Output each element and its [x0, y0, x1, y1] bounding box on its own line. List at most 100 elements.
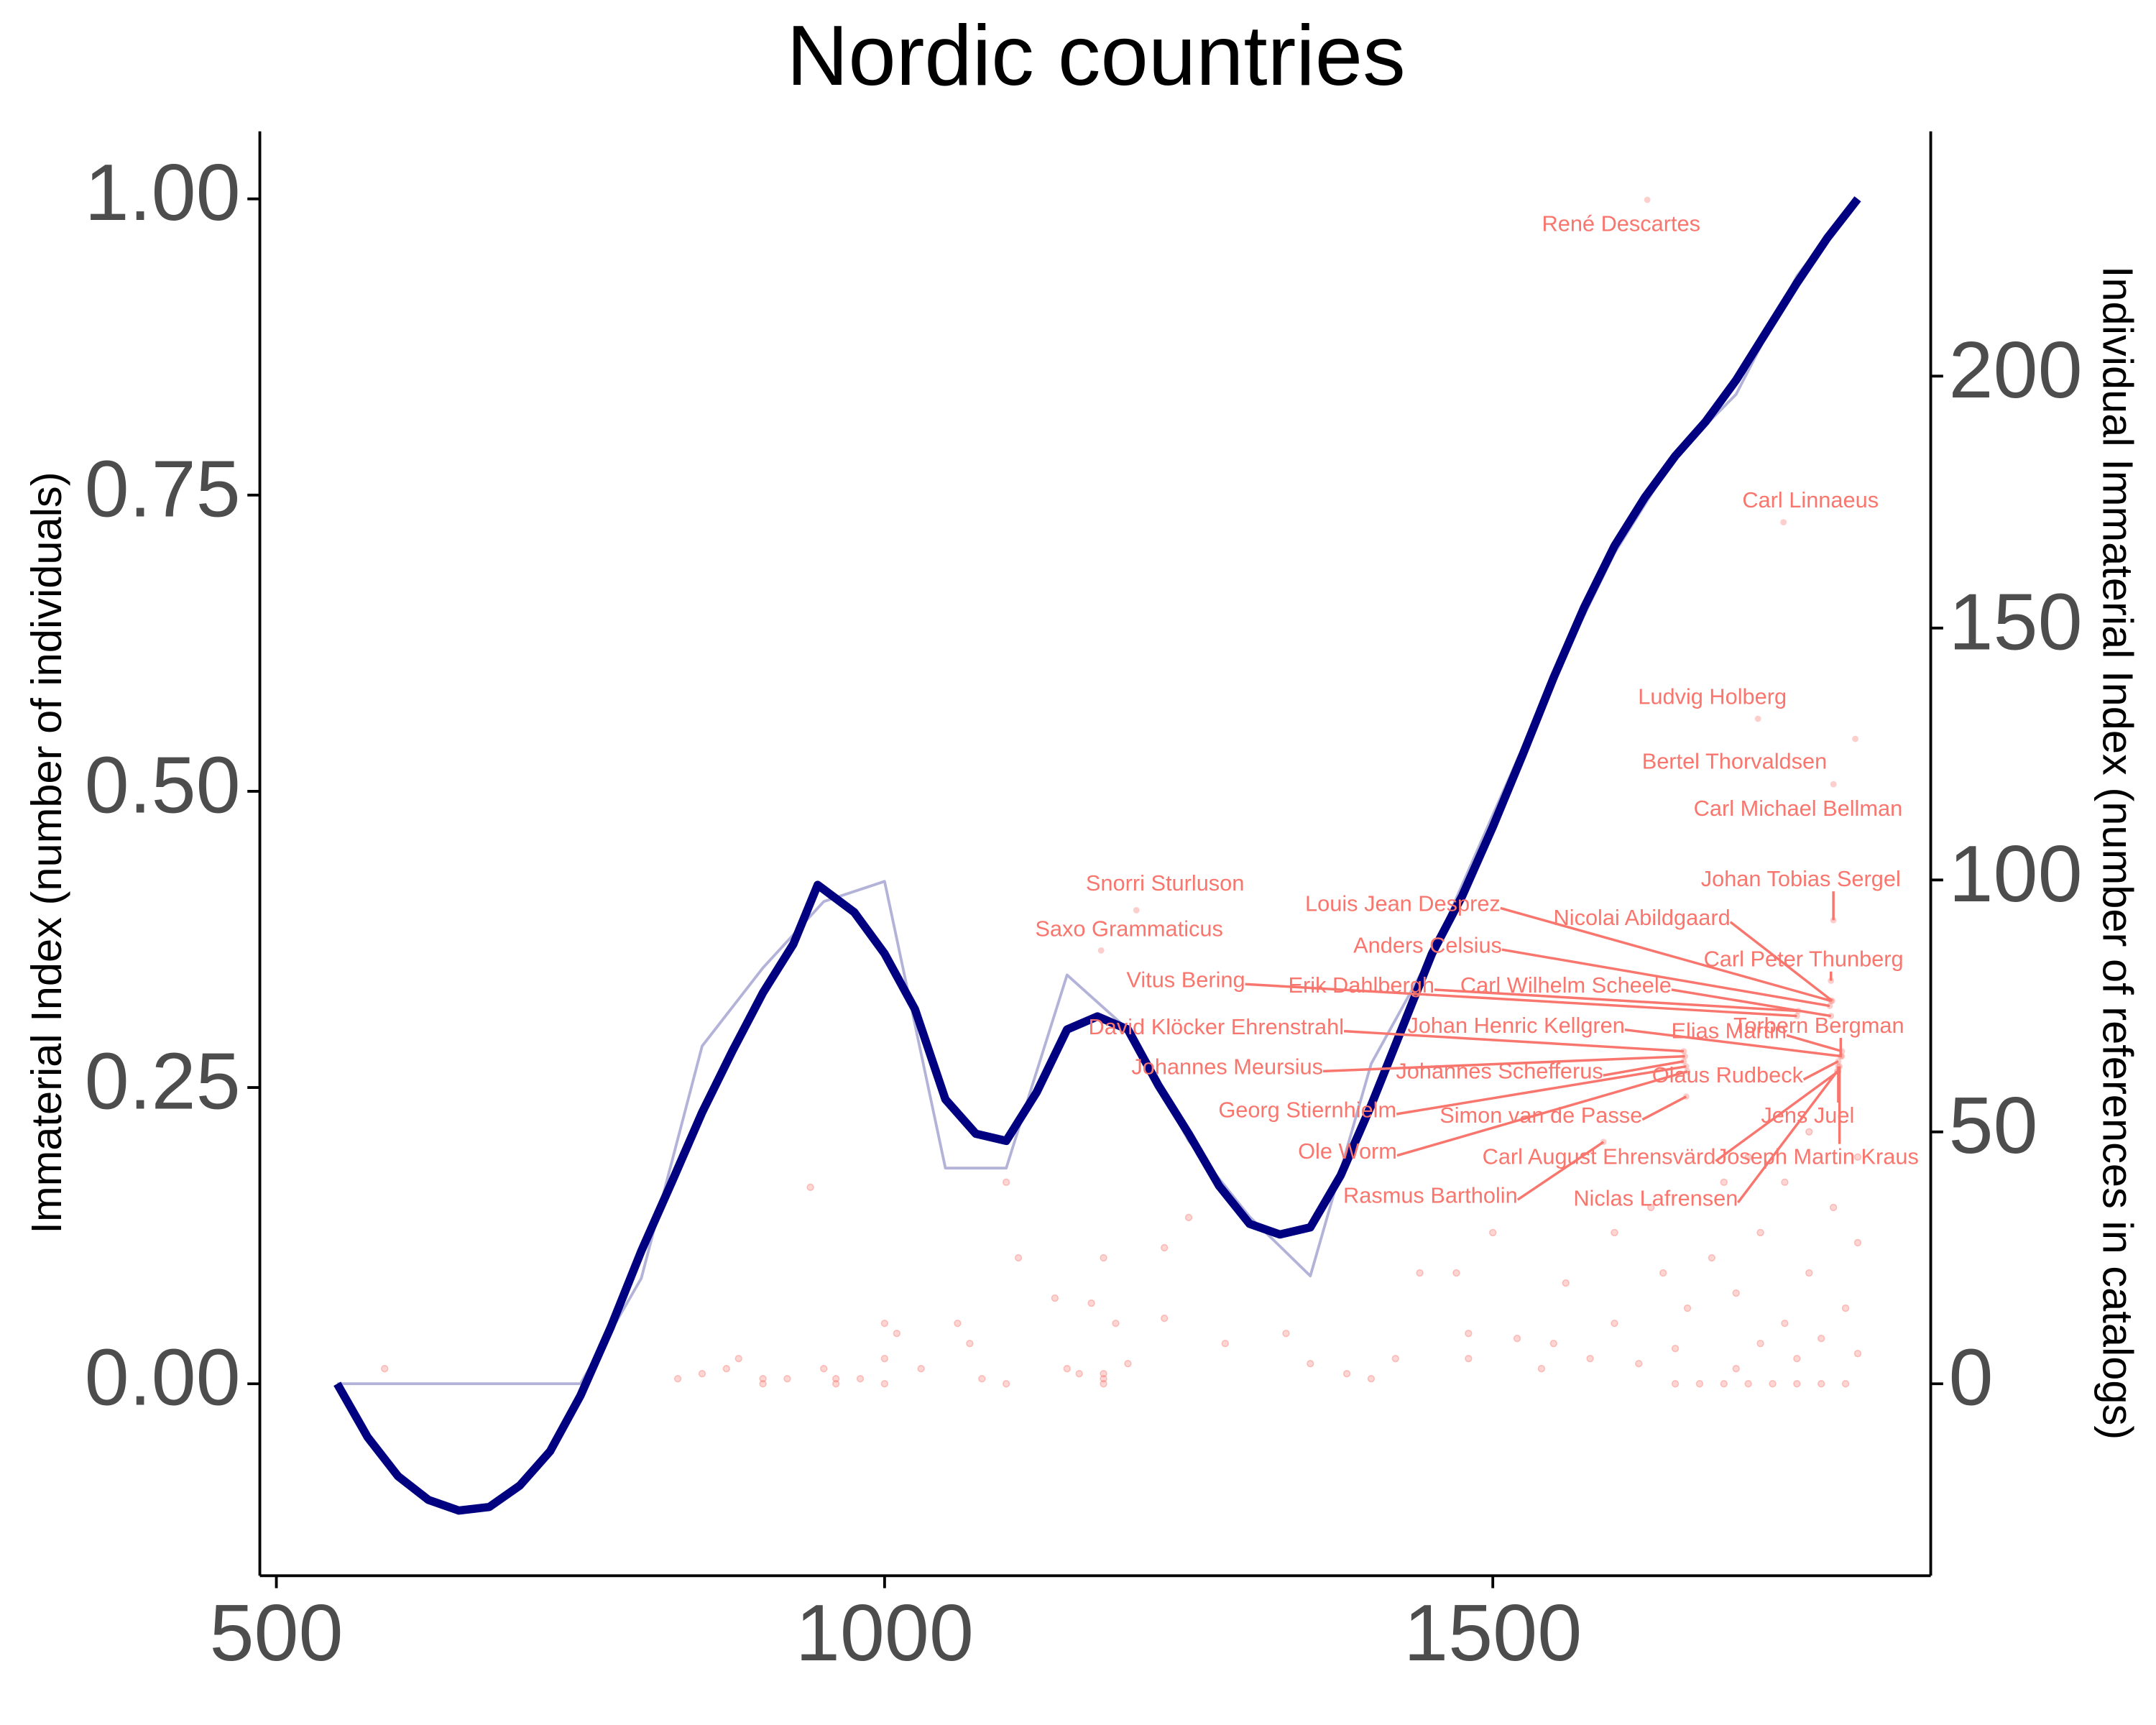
scatter-point [1100, 1375, 1107, 1383]
annotation-connector [1624, 1028, 1843, 1058]
y-tick-label: 0.00 [85, 1333, 241, 1422]
scatter-point [1720, 1178, 1728, 1187]
annotation-connector [1500, 906, 1832, 1003]
scatter-point [1367, 1375, 1376, 1383]
scatter-point [1307, 1360, 1314, 1368]
y-axis-title: Immaterial Index (number of individuals) [22, 472, 70, 1233]
scatter-point [831, 1375, 840, 1383]
scatter-point [1184, 1213, 1193, 1222]
scatter-point [880, 1380, 889, 1388]
annotation-label: Ludvig Holberg [1638, 684, 1787, 709]
annotation-connector [1322, 1054, 1685, 1073]
annotation-connector [1396, 1064, 1687, 1116]
scatter-point [1818, 1334, 1825, 1343]
annotated-point [1780, 519, 1787, 526]
scatter-point [1063, 1365, 1071, 1373]
annotation-label: Johan Tobias Sergel [1701, 866, 1901, 891]
annotation-connector [1671, 988, 1832, 1018]
annotation-label: Rasmus Bartholin [1343, 1183, 1518, 1208]
annotation-label: Carl Linnaeus [1742, 487, 1879, 512]
scatter-point [1720, 1380, 1728, 1388]
annotation-label: Johannes Schefferus [1396, 1058, 1603, 1083]
annotation-connector [1245, 983, 1797, 1018]
annotation-connector [1603, 1059, 1685, 1077]
scatter-point [1829, 1203, 1838, 1212]
annotation-connector [1729, 921, 1833, 1002]
annotated-point [1682, 1063, 1690, 1070]
scatter-point [820, 1365, 828, 1373]
scatter-point [1002, 1178, 1010, 1187]
y-tick-label: 0.75 [85, 443, 241, 533]
scatter-point [698, 1370, 706, 1378]
y-tick-label: 0.25 [85, 1036, 241, 1126]
scatter-point [759, 1375, 767, 1383]
scatter-point [1769, 1380, 1777, 1388]
y2-tick-label: 200 [1949, 325, 2083, 415]
scatter-point [1744, 1380, 1752, 1388]
annotated-point [1133, 906, 1140, 914]
scatter-point [1221, 1339, 1230, 1348]
annotation-label: Georg Stiernhielm [1218, 1097, 1396, 1122]
scatter-point [1100, 1254, 1107, 1262]
annotation-connector [1501, 948, 1830, 1008]
scatter-point [954, 1319, 962, 1328]
scatter-point [1160, 1243, 1169, 1252]
scatter-point [978, 1375, 986, 1383]
scatter-point [1465, 1329, 1473, 1338]
annotation-label: Johannes Meursius [1131, 1054, 1323, 1080]
scatter-point [893, 1329, 900, 1338]
y2-tick-label: 50 [1949, 1080, 2038, 1170]
annotation-label: Ole Worm [1298, 1138, 1397, 1164]
scatter-point [1781, 1178, 1789, 1187]
annotation-label: Louis Jean Desprez [1305, 891, 1501, 916]
annotation-label: Joseph Martin Kraus [1716, 1144, 1919, 1169]
scatter-point [1465, 1355, 1473, 1363]
scatter-point [1452, 1269, 1460, 1277]
annotation-connector [1736, 1070, 1838, 1204]
scatter-point [1818, 1380, 1825, 1388]
annotation-label: Erik Dahlbergh [1289, 972, 1434, 998]
annotation-connector [1802, 1060, 1839, 1081]
scatter-point [1075, 1370, 1083, 1378]
scatter-point [1781, 1319, 1789, 1328]
annotation-label: David Klöcker Ehrenstrahl [1089, 1014, 1345, 1039]
annotation-label: Torbern Bergman [1733, 1013, 1904, 1038]
scatter-point [1586, 1355, 1594, 1363]
scatter-point [1647, 1203, 1655, 1212]
scatter-point [1488, 1228, 1497, 1237]
scatter-point [673, 1375, 682, 1383]
scatter-point [1732, 1365, 1740, 1373]
line [333, 196, 1861, 1515]
scatter-point [1100, 1370, 1107, 1378]
y-tick-label: 1.00 [85, 147, 241, 237]
scatter-point [1282, 1329, 1290, 1338]
scatter-point [1683, 1304, 1692, 1312]
annotated-point [1836, 1063, 1843, 1070]
annotation-label: Anders Celsius [1353, 932, 1502, 957]
annotation-label: Johan Henric Kellgren [1407, 1013, 1625, 1038]
annotation-label: Carl Michael Bellman [1694, 796, 1903, 821]
scatter-point [1841, 1380, 1850, 1388]
annotation-label: Vitus Bering [1126, 967, 1245, 993]
annotated-point [1828, 978, 1835, 984]
scatter-point [1805, 1269, 1813, 1277]
scatter-point [1002, 1380, 1010, 1388]
annotation-connector [1434, 988, 1799, 1013]
annotated-point [1644, 196, 1651, 203]
annotation-label: René Descartes [1542, 211, 1700, 236]
annotation-connector [1641, 1095, 1687, 1121]
annotated-point [1837, 1053, 1844, 1060]
scatter-point [1549, 1339, 1558, 1348]
scatter-point [1659, 1269, 1667, 1277]
scatter-point [381, 1365, 389, 1373]
annotated-point [1097, 947, 1105, 954]
annotation-label: Elias Martin [1671, 1018, 1787, 1044]
scatter-point [917, 1365, 925, 1373]
scatter-point [1853, 1349, 1862, 1358]
scatter-point [783, 1375, 791, 1383]
scatter-point [1124, 1360, 1132, 1368]
scatter-point [856, 1375, 865, 1383]
plot-area: 500 1000 1500 0.00 0.25 0.50 0.75 1.00 0 50 100 150… [85, 131, 2083, 1678]
